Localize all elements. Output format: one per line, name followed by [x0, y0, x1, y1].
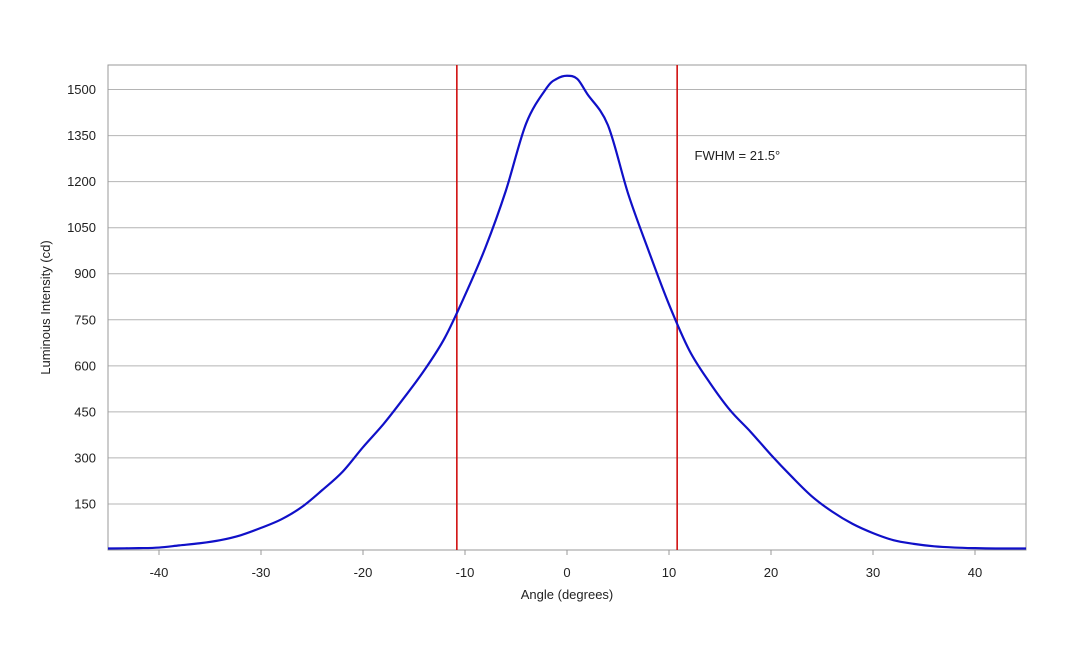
x-tick-label: -20: [354, 565, 373, 580]
y-tick-label: 1350: [67, 128, 96, 143]
y-tick-label: 1200: [67, 174, 96, 189]
x-tick-label: -10: [456, 565, 475, 580]
y-tick-label: 300: [74, 450, 96, 465]
x-tick-label: 20: [764, 565, 778, 580]
grid-lines: [108, 89, 1026, 505]
y-tick-label: 1050: [67, 220, 96, 235]
y-tick-label: 600: [74, 358, 96, 373]
intensity-curve: [107, 74, 1027, 550]
y-tick-label: 450: [74, 404, 96, 419]
y-axis-ticks: 150 300 450 600 750 900 1050 1200 1350 1500: [67, 82, 96, 511]
plot-area-frame: [107, 64, 1027, 551]
y-tick-label: 150: [74, 496, 96, 511]
y-tick-label: 750: [74, 312, 96, 327]
x-tick-label: -40: [150, 565, 169, 580]
x-tick-label: -30: [252, 565, 271, 580]
x-tick-label: 10: [662, 565, 676, 580]
fwhm-annotation: FWHM = 21.5°: [695, 148, 781, 163]
y-tick-label: 1500: [67, 82, 96, 97]
fwhm-markers: [456, 65, 678, 550]
x-tick-label: 30: [866, 565, 880, 580]
y-axis-title: Luminous Intensity (cd): [38, 240, 53, 374]
y-tick-label: 900: [74, 266, 96, 281]
x-tick-label: 40: [968, 565, 982, 580]
x-tick-label: 0: [563, 565, 570, 580]
x-axis-ticks: -40 -30 -20 -10 0 10 20 30 40: [108, 549, 1026, 580]
x-axis-title: Angle (degrees): [521, 587, 614, 602]
